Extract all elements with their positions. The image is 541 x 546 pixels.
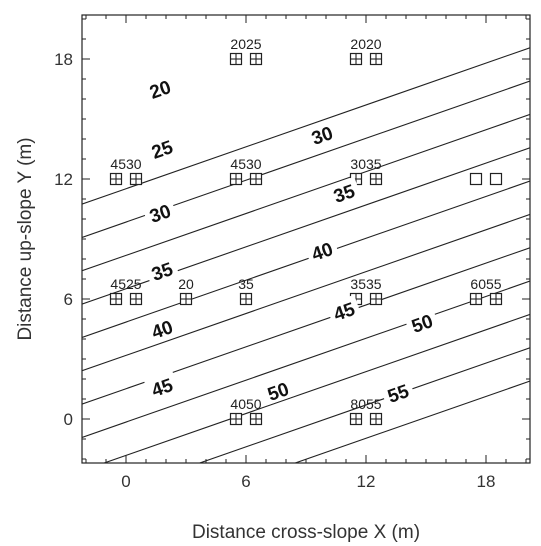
x-axis-title: Distance cross-slope X (m) xyxy=(192,522,420,543)
sample-marker-boxplus xyxy=(489,292,503,306)
sample-marker-boxplus xyxy=(109,172,123,186)
contour-label-backing xyxy=(143,254,180,286)
contour-line-30 xyxy=(82,180,530,338)
contour-label-backing xyxy=(259,374,296,406)
x-tick-label: 0 xyxy=(121,472,130,491)
contour-label-group: 55 xyxy=(379,376,416,408)
sample-marker-boxplus xyxy=(229,52,243,66)
y-tick-label: 0 xyxy=(64,410,73,429)
contour-line-45 xyxy=(82,280,530,438)
contour-label-group: 20 xyxy=(141,72,178,104)
sample-marker-boxplus xyxy=(369,412,383,426)
sample-marker-boxplus xyxy=(349,52,363,66)
contour-label-group: 50 xyxy=(403,306,440,338)
x-tick-label: 6 xyxy=(241,472,250,491)
y-tick-label: 12 xyxy=(54,170,73,189)
contour-label-group: 35 xyxy=(143,254,180,286)
sample-marker-boxplus xyxy=(249,412,263,426)
sample-pair-label: 8055 xyxy=(350,396,381,412)
contour-label-backing xyxy=(143,370,180,402)
contour-label-group: 30 xyxy=(303,118,340,150)
sample-marker-boxplus xyxy=(469,292,483,306)
sample-pair-label: 35 xyxy=(238,276,254,292)
x-tick-label: 18 xyxy=(477,472,496,491)
contour-label-group: 40 xyxy=(303,234,340,266)
sample-marker-boxplus xyxy=(179,292,193,306)
x-tick-label: 12 xyxy=(357,472,376,491)
contour-line-20 xyxy=(82,113,530,272)
contour-label-group: 30 xyxy=(141,196,178,228)
sample-marker-box xyxy=(469,172,483,186)
contour-label-backing xyxy=(303,118,340,150)
contour-line-50 xyxy=(102,313,530,463)
sample-marker-boxplus xyxy=(129,172,143,186)
contour-label-group: 35 xyxy=(325,176,362,208)
contour-label-backing xyxy=(403,306,440,338)
contour-label-backing xyxy=(143,132,180,164)
sample-marker-boxplus xyxy=(349,412,363,426)
sample-marker-boxplus xyxy=(229,412,243,426)
sample-pair-label: 4050 xyxy=(230,396,261,412)
sample-pair-label: 2020 xyxy=(350,36,381,52)
contour-line-55 xyxy=(198,347,530,463)
sample-marker-boxplus xyxy=(369,52,383,66)
contour-line-10 xyxy=(82,47,530,205)
sample-pair-label: 3035 xyxy=(350,156,381,172)
y-axis-title: Distance up-slope Y (m) xyxy=(15,137,36,340)
contour-label-group: 40 xyxy=(143,312,180,344)
y-tick-label: 6 xyxy=(64,290,73,309)
contour-label-backing xyxy=(379,376,416,408)
contour-label-backing xyxy=(325,176,362,208)
sample-marker-boxplus xyxy=(229,172,243,186)
contour-label-backing xyxy=(325,294,362,326)
contour-label-backing xyxy=(141,196,178,228)
y-tick-label: 18 xyxy=(54,50,73,69)
sample-marker-boxplus xyxy=(369,292,383,306)
sample-marker-box xyxy=(489,172,503,186)
sample-marker-boxplus xyxy=(249,172,263,186)
sample-marker-boxplus xyxy=(129,292,143,306)
sample-pair-label: 6055 xyxy=(470,276,501,292)
sample-marker-boxplus xyxy=(249,52,263,66)
sample-pair-label: 20 xyxy=(178,276,194,292)
marker-square xyxy=(469,172,483,186)
contour-label-group: 50 xyxy=(259,374,296,406)
sample-pair-label: 4530 xyxy=(110,156,141,172)
contour-label-group: 25 xyxy=(143,132,180,164)
sample-marker-boxplus xyxy=(109,292,123,306)
contour-label-backing xyxy=(141,72,178,104)
contour-line-35 xyxy=(82,213,530,372)
sample-pair-label: 4525 xyxy=(110,276,141,292)
contour-label-group: 45 xyxy=(143,370,180,402)
sample-pair-label: 4530 xyxy=(230,156,261,172)
contour-label-backing xyxy=(303,234,340,266)
contour-label-backing xyxy=(143,312,180,344)
sample-pair-label: 3535 xyxy=(350,276,381,292)
sample-pair-label: 2025 xyxy=(230,36,261,52)
sample-marker-boxplus xyxy=(239,292,253,306)
marker-square xyxy=(489,172,503,186)
sample-marker-boxplus xyxy=(369,172,383,186)
